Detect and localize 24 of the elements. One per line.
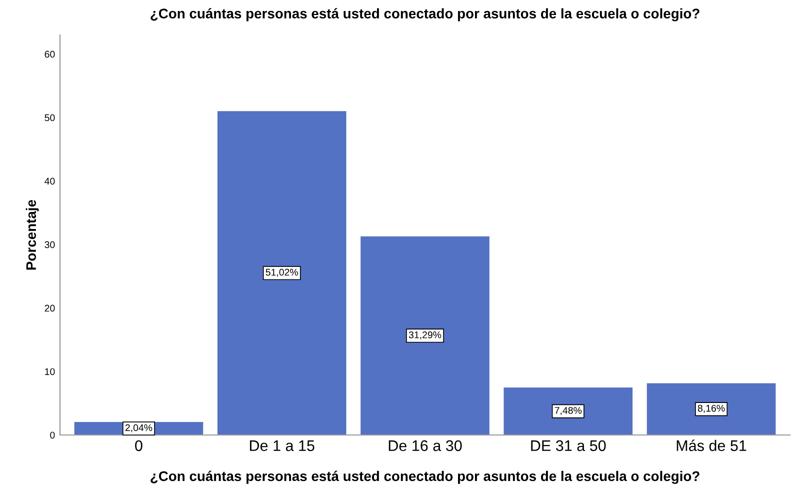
y-tick-label: 60 (44, 50, 55, 58)
y-tick-label: 0 (50, 432, 55, 439)
data-label: 51,02% (266, 268, 298, 277)
bar (217, 111, 346, 435)
y-tick-label: 20 (44, 304, 55, 312)
y-tick-label: 40 (44, 178, 55, 185)
data-label: 2,04% (125, 424, 152, 432)
chart-title: ¿Con cuántas personas está usted conectado por asuntos de la escuela o colegio? (150, 8, 700, 22)
x-tick-label: De 16 a 30 (388, 440, 462, 452)
bar (504, 388, 633, 435)
y-tick-label: 50 (44, 114, 55, 122)
data-label: 7,48% (554, 406, 582, 416)
data-label: 8,16% (698, 404, 725, 413)
x-tick-label: 0 (135, 440, 142, 452)
data-label: 31,29% (408, 331, 442, 340)
x-tick-label: De 1 a 15 (250, 440, 314, 452)
bar (360, 236, 490, 435)
y-tick-label: 30 (44, 241, 55, 248)
bar (646, 383, 776, 435)
x-tick-label: Más de 51 (676, 440, 746, 452)
y-axis-title: Porcentaje (26, 200, 39, 270)
x-axis-title: ¿Con cuántas personas está usted conectado por asuntos de la escuela o colegio? (150, 470, 700, 484)
x-tick-label: DE 31 a 50 (531, 440, 606, 452)
y-tick-label: 10 (45, 368, 55, 376)
